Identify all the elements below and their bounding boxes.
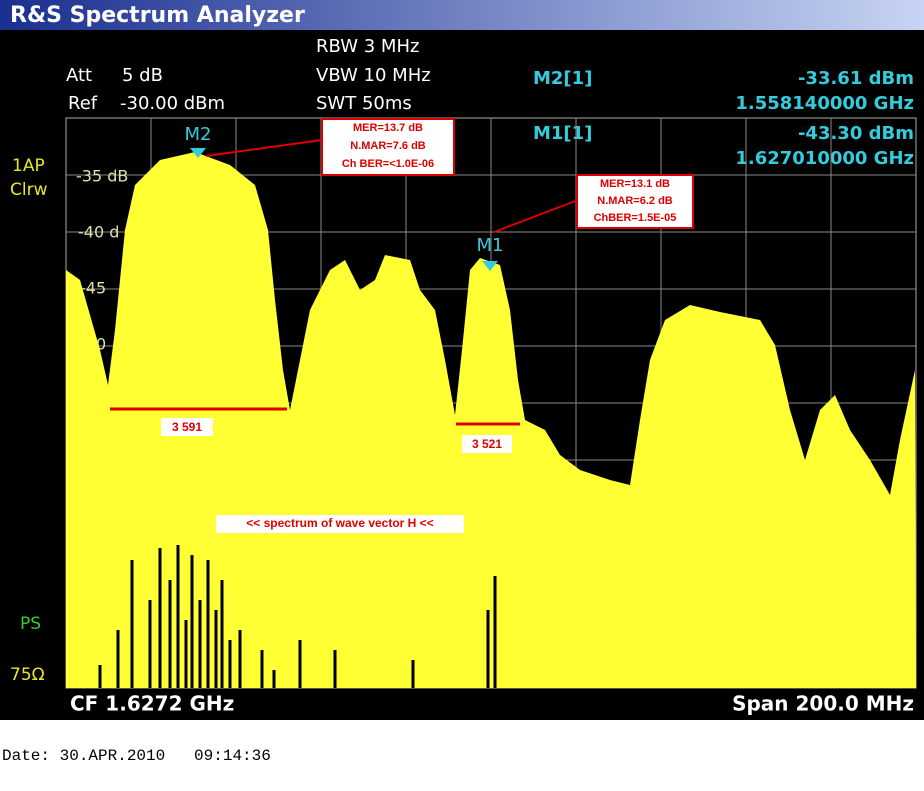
marker-name: M1[1] xyxy=(533,123,592,144)
marker-label: M1 xyxy=(477,235,504,256)
timestamp: Date: 30.APR.2010 09:14:36 xyxy=(2,747,271,765)
marker-name: M2[1] xyxy=(533,68,592,89)
marker-frequency: 1.558140000 GHz xyxy=(735,93,914,114)
annotation-box xyxy=(576,174,694,229)
annotation-text: N.MAR=7.6 dB xyxy=(350,140,426,152)
trace-mode: Clrw xyxy=(10,180,48,200)
label-box xyxy=(161,418,213,436)
center-frequency: CF 1.6272 GHz xyxy=(70,692,234,716)
bandwidth-label: 3 591 xyxy=(172,420,202,434)
caption: << spectrum of wave vector H << xyxy=(246,516,433,530)
label-box xyxy=(462,435,512,453)
app-title: R&S Spectrum Analyzer xyxy=(10,3,305,28)
ref-label: Ref xyxy=(68,93,98,114)
att-label: Att xyxy=(66,65,92,86)
att-value: 5 dB xyxy=(122,65,163,86)
annotation-text: MER=13.7 dB xyxy=(353,122,423,134)
level-label: -35 dB xyxy=(76,167,128,186)
marker-label: M2 xyxy=(185,124,212,145)
level-label: -45 xyxy=(80,279,106,298)
marker-level: -33.61 dBm xyxy=(798,68,914,89)
annotation-text: N.MAR=6.2 dB xyxy=(597,195,673,207)
annotation-text: Ch BER=<1.0E-06 xyxy=(342,158,434,170)
level-label: -40 d xyxy=(78,223,119,242)
level-label: 0 xyxy=(96,335,106,354)
marker-frequency: 1.627010000 GHz xyxy=(735,148,914,169)
vbw: VBW 10 MHz xyxy=(316,65,431,86)
title-bar xyxy=(0,0,924,30)
spectrum-trace xyxy=(66,152,916,688)
callout-line xyxy=(493,199,579,233)
spectrum-noise xyxy=(98,545,497,688)
span: Span 200.0 MHz xyxy=(732,692,914,716)
ref-value: -30.00 dBm xyxy=(120,93,225,114)
marker-m2 xyxy=(190,148,206,158)
caption-box xyxy=(216,515,464,533)
annotation-text: MER=13.1 dB xyxy=(600,178,670,190)
annotation-box xyxy=(321,118,455,176)
marker-level: -43.30 dBm xyxy=(798,123,914,144)
marker-m1 xyxy=(482,261,498,271)
bandwidth-label: 3 521 xyxy=(472,437,502,451)
callout-line xyxy=(205,139,323,157)
detector: 1AP xyxy=(12,156,45,176)
swt: SWT 50ms xyxy=(316,93,412,114)
ps: PS xyxy=(20,614,41,634)
annotation-text: ChBER=1.5E-05 xyxy=(594,212,677,224)
rbw: RBW 3 MHz xyxy=(316,36,419,57)
impedance: 75Ω xyxy=(10,665,45,685)
